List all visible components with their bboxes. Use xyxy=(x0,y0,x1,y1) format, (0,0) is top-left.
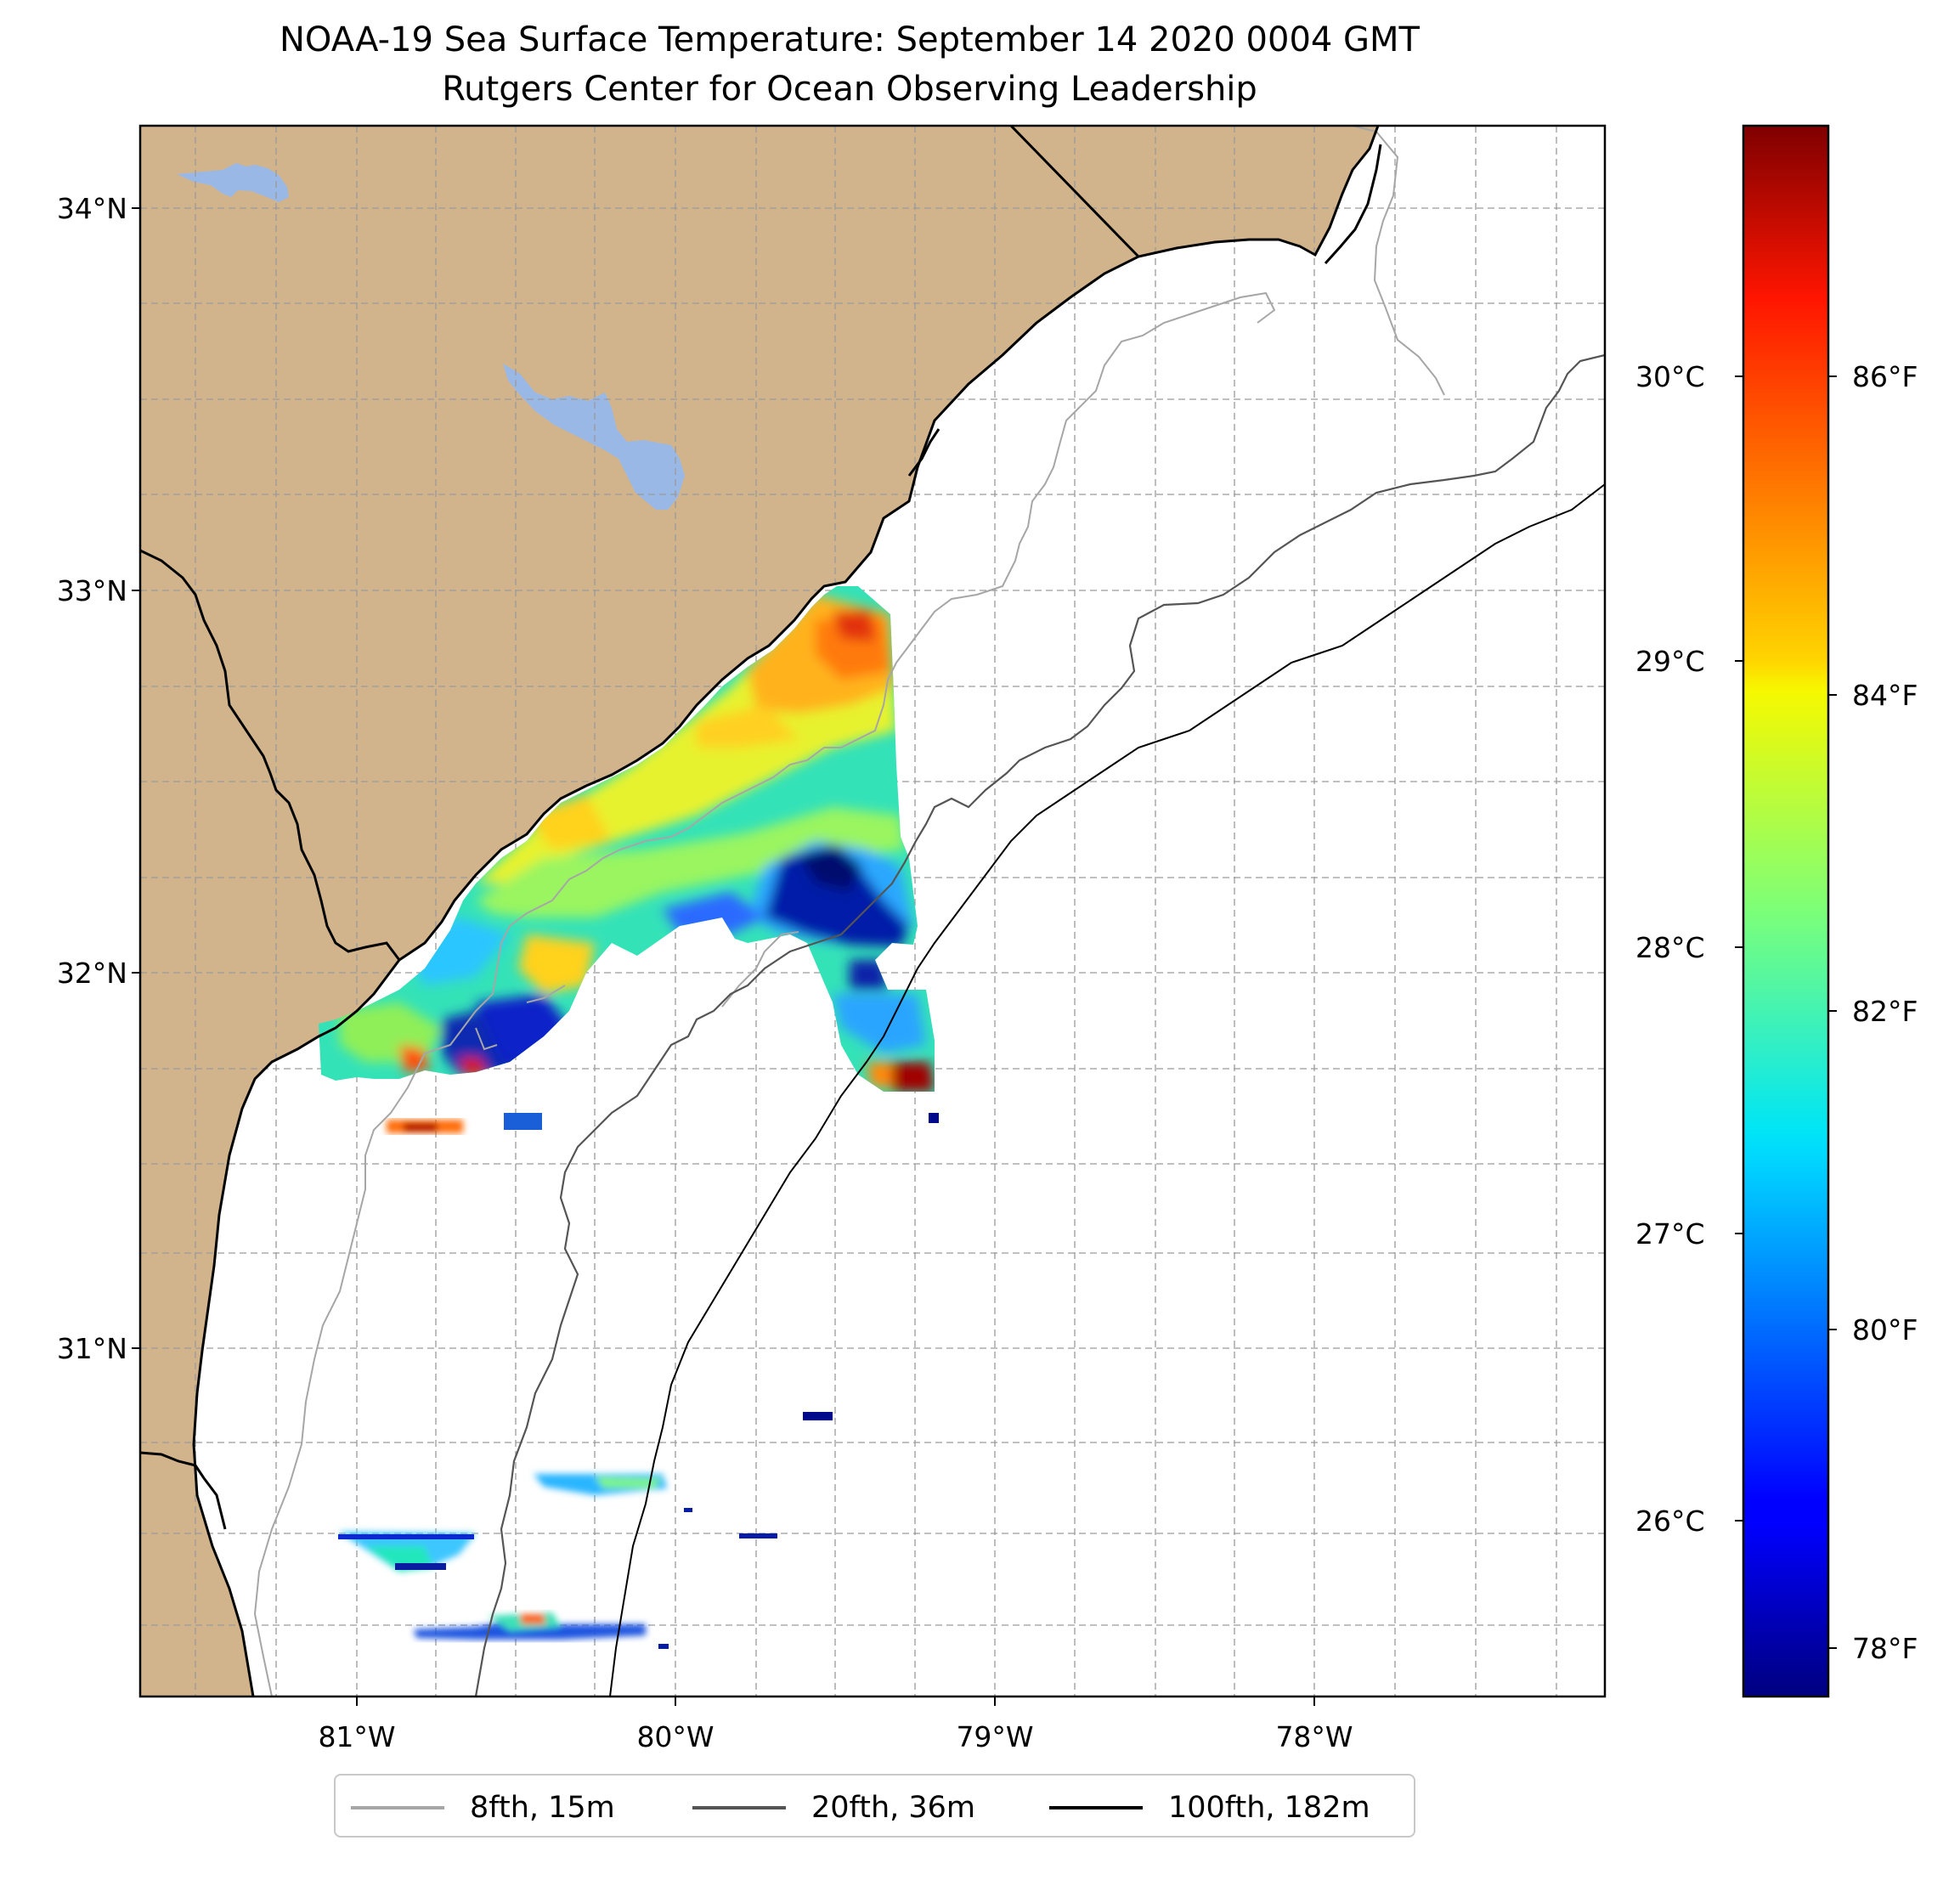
colorbar-celsius-28: 28°C xyxy=(1635,931,1705,964)
lat-label-32: 32°N xyxy=(56,957,127,990)
isobath-legend: 8fth, 15m 20fth, 36m 100fth, 182m xyxy=(334,1774,1415,1838)
colorbar-fahrenheit-80: 80°F xyxy=(1852,1313,1918,1346)
land xyxy=(140,126,1378,1697)
legend-item-20fth: 20fth, 36m xyxy=(692,1776,975,1839)
lon-label-78: 78°W xyxy=(1275,1720,1353,1753)
legend-label-100fth: 100fth, 182m xyxy=(1168,1790,1370,1825)
colorbar-fahrenheit-78: 78°F xyxy=(1852,1632,1918,1665)
colorbar-celsius-26: 26°C xyxy=(1635,1505,1705,1538)
legend-label-20fth: 20fth, 36m xyxy=(811,1790,976,1825)
lon-label-80: 80°W xyxy=(636,1720,715,1753)
legend-item-8fth: 8fth, 15m xyxy=(351,1776,615,1839)
isobath-100fth xyxy=(609,483,1605,1697)
colorbar-celsius-27: 27°C xyxy=(1635,1217,1705,1251)
colorbar xyxy=(1742,124,1830,1698)
lat-label-34: 34°N xyxy=(56,192,127,225)
lake-moultrie xyxy=(503,364,685,510)
colorbar-fahrenheit-86: 86°F xyxy=(1852,360,1918,393)
sst-patches xyxy=(338,1113,939,1649)
isobath-8fth xyxy=(253,126,1445,1697)
lat-label-33: 33°N xyxy=(56,574,127,607)
legend-label-8fth: 8fth, 15m xyxy=(470,1790,615,1825)
legend-line-8fth xyxy=(351,1805,444,1809)
map-frame xyxy=(138,124,1607,1698)
legend-line-20fth xyxy=(692,1805,786,1809)
colorbar-fahrenheit-82: 82°F xyxy=(1852,995,1918,1028)
legend-item-100fth: 100fth, 182m xyxy=(1049,1776,1370,1839)
colorbar-celsius-29: 29°C xyxy=(1635,645,1705,678)
coastline xyxy=(140,126,1382,1697)
lat-label-31: 31°N xyxy=(56,1332,127,1365)
colorbar-celsius-30: 30°C xyxy=(1635,360,1705,393)
legend-line-100fth xyxy=(1049,1805,1143,1809)
colorbar-fahrenheit-84: 84°F xyxy=(1852,679,1918,712)
map-subtitle: Rutgers Center for Ocean Observing Leade… xyxy=(442,70,1257,109)
lake-marion xyxy=(177,163,289,202)
isobath-20fth xyxy=(474,353,1605,1697)
lon-label-81: 81°W xyxy=(318,1720,396,1753)
map-title: NOAA-19 Sea Surface Temperature: Septemb… xyxy=(280,20,1420,59)
lon-label-79: 79°W xyxy=(956,1720,1034,1753)
